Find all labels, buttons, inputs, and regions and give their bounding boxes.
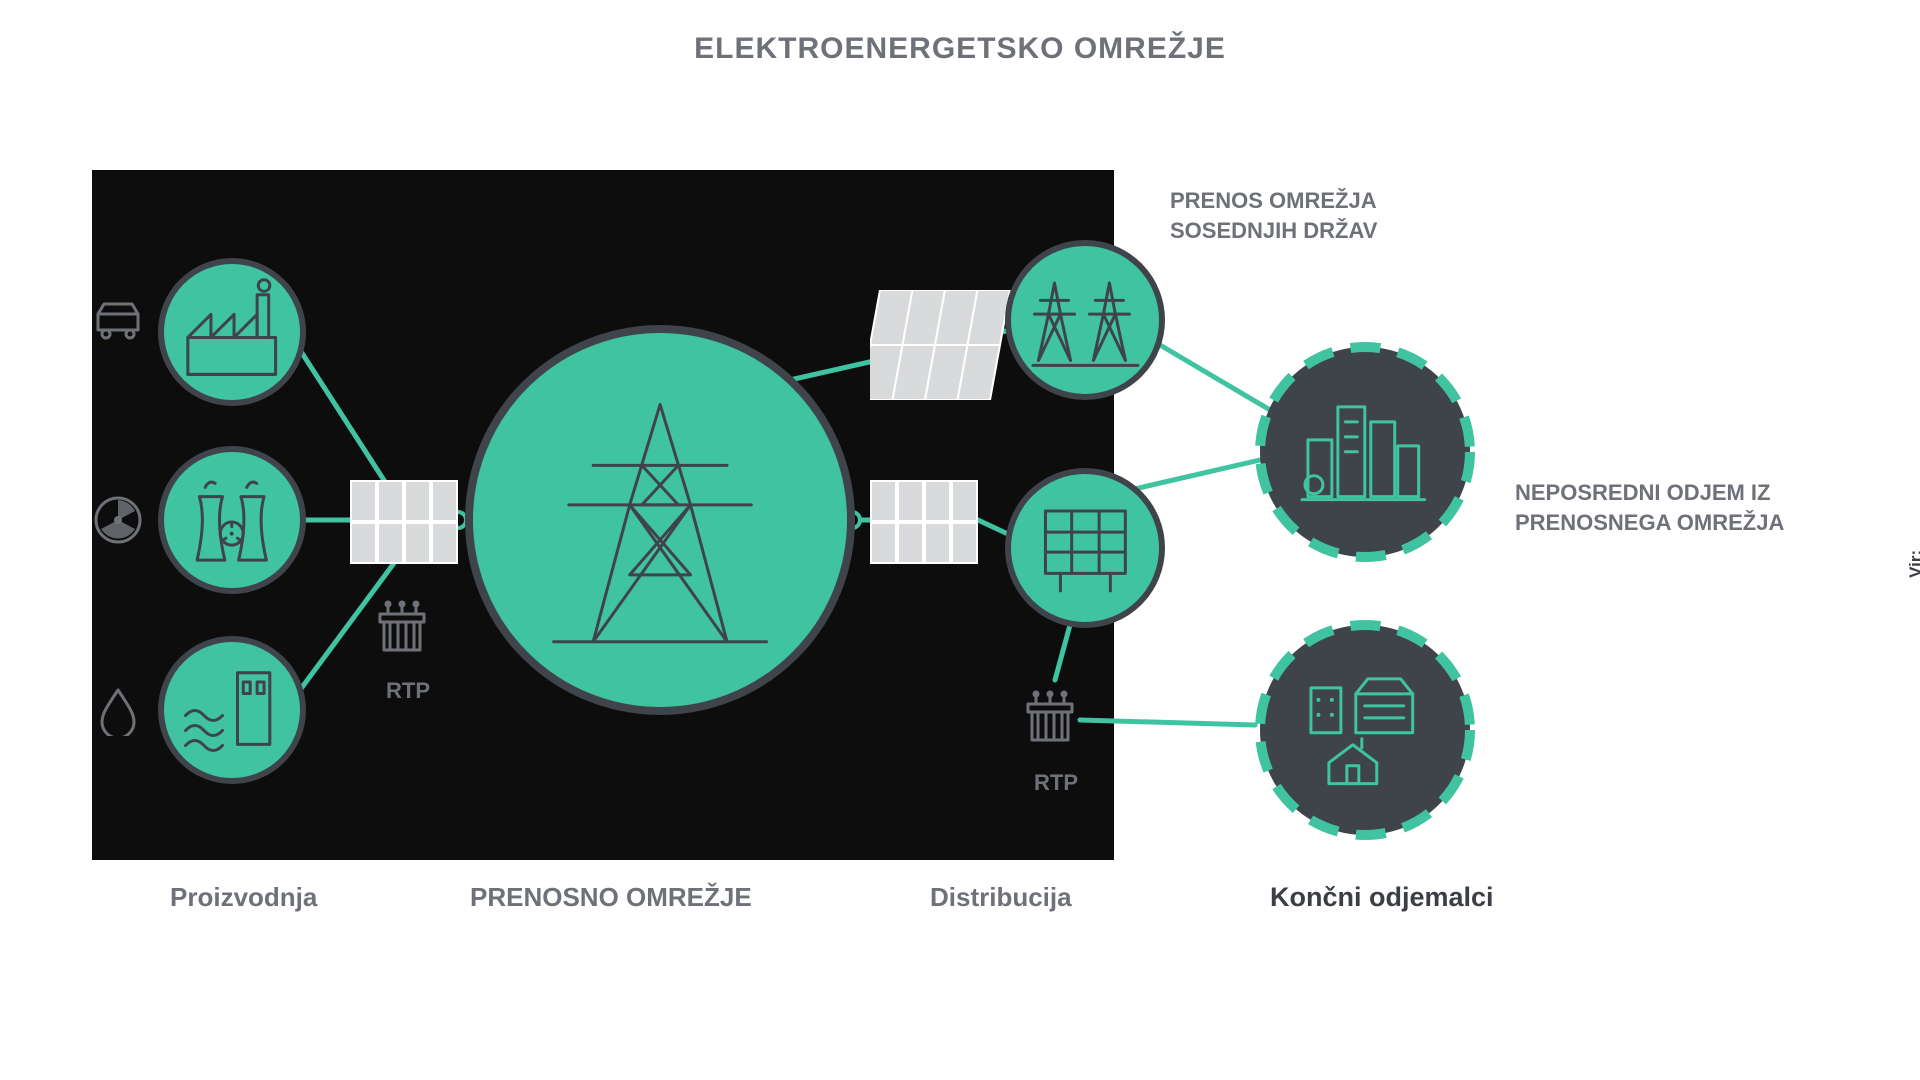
city-icon <box>1290 377 1440 527</box>
grid-panel-icon <box>1023 486 1148 611</box>
side-label-prenos-sosed: PRENOS OMREŽJASOSEDNJIH DRŽAV <box>1170 186 1377 245</box>
section-label-distribucija: Distribucija <box>930 882 1072 913</box>
towers-two-icon <box>1023 258 1148 383</box>
tower-big-icon <box>508 368 812 672</box>
label-rtp2: RTP <box>1034 770 1078 796</box>
section-label-prenosno: PRENOSNO OMREŽJE <box>470 882 752 913</box>
node-city <box>1255 342 1475 562</box>
hydro-icon <box>174 652 289 767</box>
side-label-neposredni: NEPOSREDNI ODJEM IZPRENOSNEGA OMREŽJA <box>1515 478 1784 537</box>
homes-icon <box>1290 655 1440 805</box>
node-rtp2 <box>1022 690 1078 746</box>
node-homes <box>1255 620 1475 840</box>
label-rtp1: RTP <box>386 678 430 704</box>
node-transmission <box>465 325 855 715</box>
node-panels-left <box>350 480 458 564</box>
node-panels-mid <box>870 480 978 564</box>
node-rtp1 <box>374 600 430 656</box>
credit: Vir: www.eles.si <box>1906 482 1920 578</box>
diagram-title: ELEKTROENERGETSKO OMREŽJE <box>0 32 1920 66</box>
node-gen-thermal <box>158 258 306 406</box>
edge-neighbour-city <box>1160 345 1270 410</box>
node-gen-nuclear <box>158 446 306 594</box>
section-label-proizvodnja: Proizvodnja <box>170 882 317 913</box>
node-neighbour <box>1005 240 1165 400</box>
node-panels-top <box>870 290 1020 400</box>
factory-icon <box>174 274 289 389</box>
section-label-koncni: Končni odjemalci <box>1270 882 1494 913</box>
edge-distribution-city <box>1130 460 1260 490</box>
node-res-coal <box>92 296 144 348</box>
cooling-icon <box>174 462 289 577</box>
node-res-water <box>92 684 144 736</box>
node-gen-hydro <box>158 636 306 784</box>
node-res-nuclear <box>92 494 144 546</box>
node-distribution <box>1005 468 1165 628</box>
diagram-stage: ELEKTROENERGETSKO OMREŽJE Vir: www.eles.… <box>0 0 1920 1080</box>
